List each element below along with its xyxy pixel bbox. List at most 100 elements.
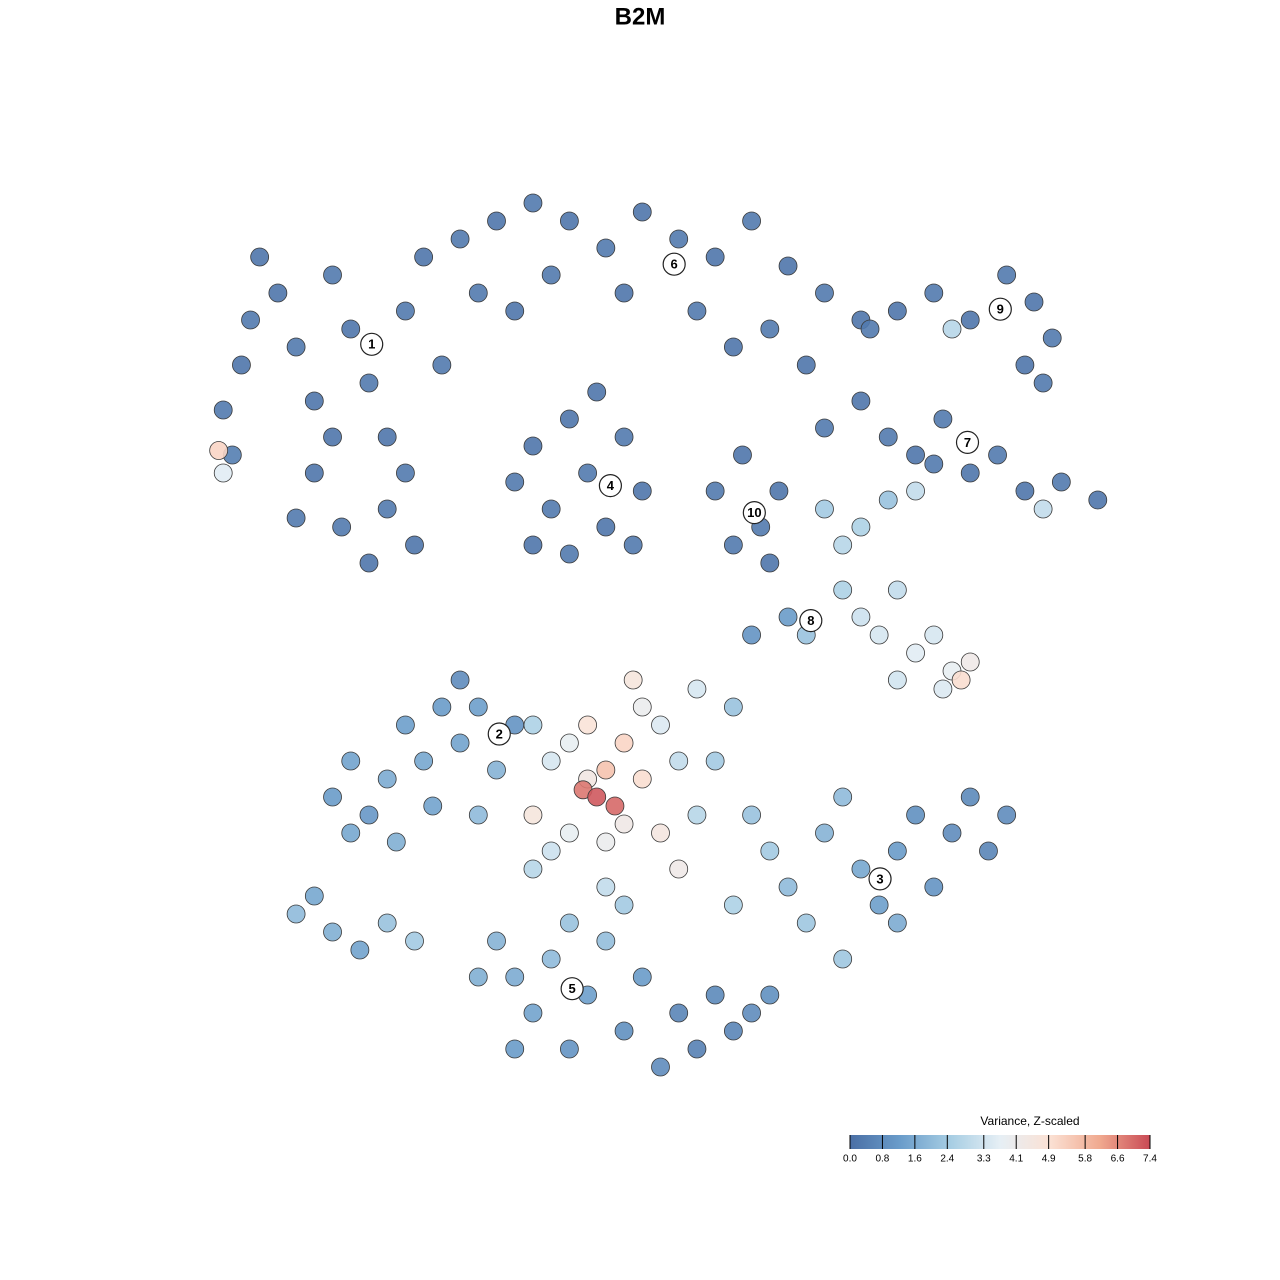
cell-point	[796, 913, 816, 933]
cell-point	[596, 238, 616, 258]
cell-point	[560, 544, 579, 564]
cell-point	[723, 535, 743, 555]
cell-point	[505, 1039, 525, 1059]
cell-point	[705, 247, 725, 267]
cell-point	[833, 787, 853, 807]
cell-point	[924, 454, 944, 474]
cell-point	[742, 1003, 761, 1023]
cell-point	[760, 319, 780, 339]
cell-point	[942, 319, 962, 339]
cell-point	[560, 409, 579, 429]
cell-point	[250, 247, 270, 267]
cell-point	[614, 283, 634, 303]
cluster-label-marker	[868, 867, 892, 891]
cell-point	[1042, 328, 1062, 348]
cell-point	[386, 832, 406, 852]
cell-point	[979, 841, 998, 861]
cell-point	[669, 1003, 689, 1023]
cell-point	[596, 832, 616, 852]
cell-point	[396, 301, 415, 321]
cell-point	[505, 967, 525, 987]
cell-point	[286, 337, 306, 357]
cell-point	[815, 283, 834, 303]
cluster-label-marker	[360, 332, 384, 356]
cell-point	[414, 751, 434, 771]
cluster-label: 8	[807, 613, 814, 628]
cell-point	[468, 283, 488, 303]
cell-point	[878, 427, 898, 447]
cell-point	[778, 877, 798, 897]
cell-point	[851, 859, 871, 879]
cell-point	[815, 499, 834, 519]
cell-point	[341, 319, 361, 339]
cell-point	[1033, 373, 1053, 393]
cell-point	[359, 553, 379, 573]
cell-point	[468, 697, 488, 717]
cell-point	[632, 967, 652, 987]
cluster-label-marker	[955, 430, 980, 454]
cell-point	[523, 535, 543, 555]
cell-point	[213, 400, 233, 420]
cluster-label-marker	[560, 977, 584, 1001]
cell-point	[887, 301, 907, 321]
cell-point	[487, 211, 506, 231]
cell-point	[614, 733, 634, 753]
cell-point	[769, 481, 789, 501]
cell-point	[906, 643, 925, 663]
cell-point	[487, 931, 506, 951]
cell-point	[723, 1021, 743, 1041]
cell-point	[705, 985, 725, 1005]
cell-point	[213, 463, 233, 483]
cell-point	[541, 949, 561, 969]
cluster-label: 4	[607, 478, 615, 493]
cell-point	[377, 769, 397, 789]
cluster-label: 10	[747, 505, 761, 520]
cell-point	[623, 670, 643, 690]
colorbar-tick-label: 0.0	[843, 1154, 857, 1165]
colorbar-tick-label: 6.6	[1111, 1154, 1125, 1165]
cell-point	[906, 445, 925, 465]
cell-point	[1088, 490, 1108, 510]
cell-point	[359, 373, 379, 393]
cell-point	[560, 733, 579, 753]
cell-point	[687, 679, 707, 699]
cell-point	[632, 769, 652, 789]
cell-point	[614, 895, 634, 915]
cell-point	[651, 1057, 670, 1077]
cell-point	[341, 823, 361, 843]
cell-point	[523, 1003, 543, 1023]
cell-point	[651, 823, 670, 843]
cell-point	[596, 931, 616, 951]
cluster-label-marker	[799, 608, 823, 633]
chart-title: B2M	[615, 3, 666, 30]
cluster-label: 2	[496, 726, 503, 741]
cell-point	[869, 625, 889, 645]
cell-point	[960, 787, 980, 807]
cluster-label-marker	[662, 252, 686, 276]
cell-point	[396, 463, 415, 483]
cell-point	[523, 715, 543, 735]
cell-point	[723, 697, 743, 717]
cell-point	[323, 427, 342, 447]
cell-point	[541, 499, 561, 519]
cell-point	[860, 319, 880, 339]
cell-point	[487, 760, 506, 780]
cell-point	[578, 715, 598, 735]
cell-point	[778, 256, 798, 276]
cell-point	[304, 886, 324, 906]
cell-point	[396, 715, 415, 735]
cell-point	[942, 823, 962, 843]
cell-point	[350, 940, 370, 960]
cell-point	[560, 1039, 579, 1059]
cell-point	[960, 310, 980, 330]
cell-point	[924, 283, 944, 303]
cluster-label-marker	[988, 297, 1012, 321]
cell-point	[286, 904, 306, 924]
cell-point	[1015, 355, 1035, 375]
colorbar-tick-label: 7.4	[1143, 1154, 1157, 1165]
cell-point	[377, 427, 397, 447]
cell-point	[323, 787, 342, 807]
cell-point	[760, 985, 780, 1005]
colorbar-tick-label: 1.6	[908, 1154, 922, 1165]
cell-point	[669, 751, 689, 771]
